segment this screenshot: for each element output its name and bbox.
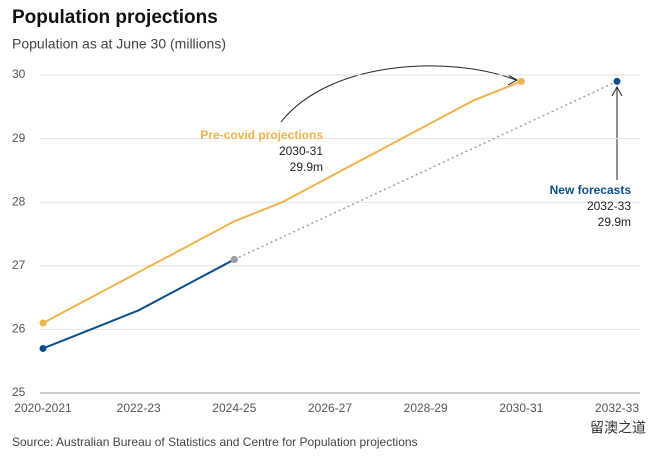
point <box>39 319 47 327</box>
x-tick-label: 2020-2021 <box>14 401 72 415</box>
point <box>613 77 621 85</box>
y-tick-label: 30 <box>12 67 26 81</box>
x-tick-label: 2022-23 <box>117 401 161 415</box>
arrow-head <box>611 85 623 97</box>
y-tick-label: 25 <box>12 385 26 399</box>
x-tick-label: 2026-27 <box>308 401 352 415</box>
point <box>39 344 47 352</box>
y-tick-label: 26 <box>12 322 26 336</box>
source: Source: Australian Bureau of Statistics … <box>12 435 418 449</box>
watermark: 留澳之道 <box>590 420 646 436</box>
annotation-text: 29.9m <box>598 215 631 229</box>
arrow-head <box>507 74 519 86</box>
y-tick-label: 28 <box>12 194 26 208</box>
x-tick-label: 2032-33 <box>595 401 639 415</box>
series-line <box>42 80 522 324</box>
series-line <box>234 80 618 261</box>
y-tick-label: 29 <box>12 131 26 145</box>
arrow <box>280 65 517 123</box>
series-line <box>42 258 235 350</box>
point <box>517 77 525 85</box>
x-tick-label: 2028-29 <box>404 401 448 415</box>
chart-subtitle: Population as at June 30 (millions) <box>12 36 226 52</box>
annotation-text: 29.9m <box>290 160 323 174</box>
chart-title: Population projections <box>12 7 218 28</box>
annotation-title: New forecasts <box>550 183 632 197</box>
annotation-text: 2030-31 <box>279 144 323 158</box>
point <box>230 255 238 263</box>
annotation-title: Pre-covid projections <box>200 128 323 142</box>
annotation-text: 2032-33 <box>587 199 631 213</box>
y-tick-label: 27 <box>12 258 26 272</box>
x-tick-label: 2030-31 <box>499 401 543 415</box>
x-tick-label: 2024-25 <box>212 401 256 415</box>
